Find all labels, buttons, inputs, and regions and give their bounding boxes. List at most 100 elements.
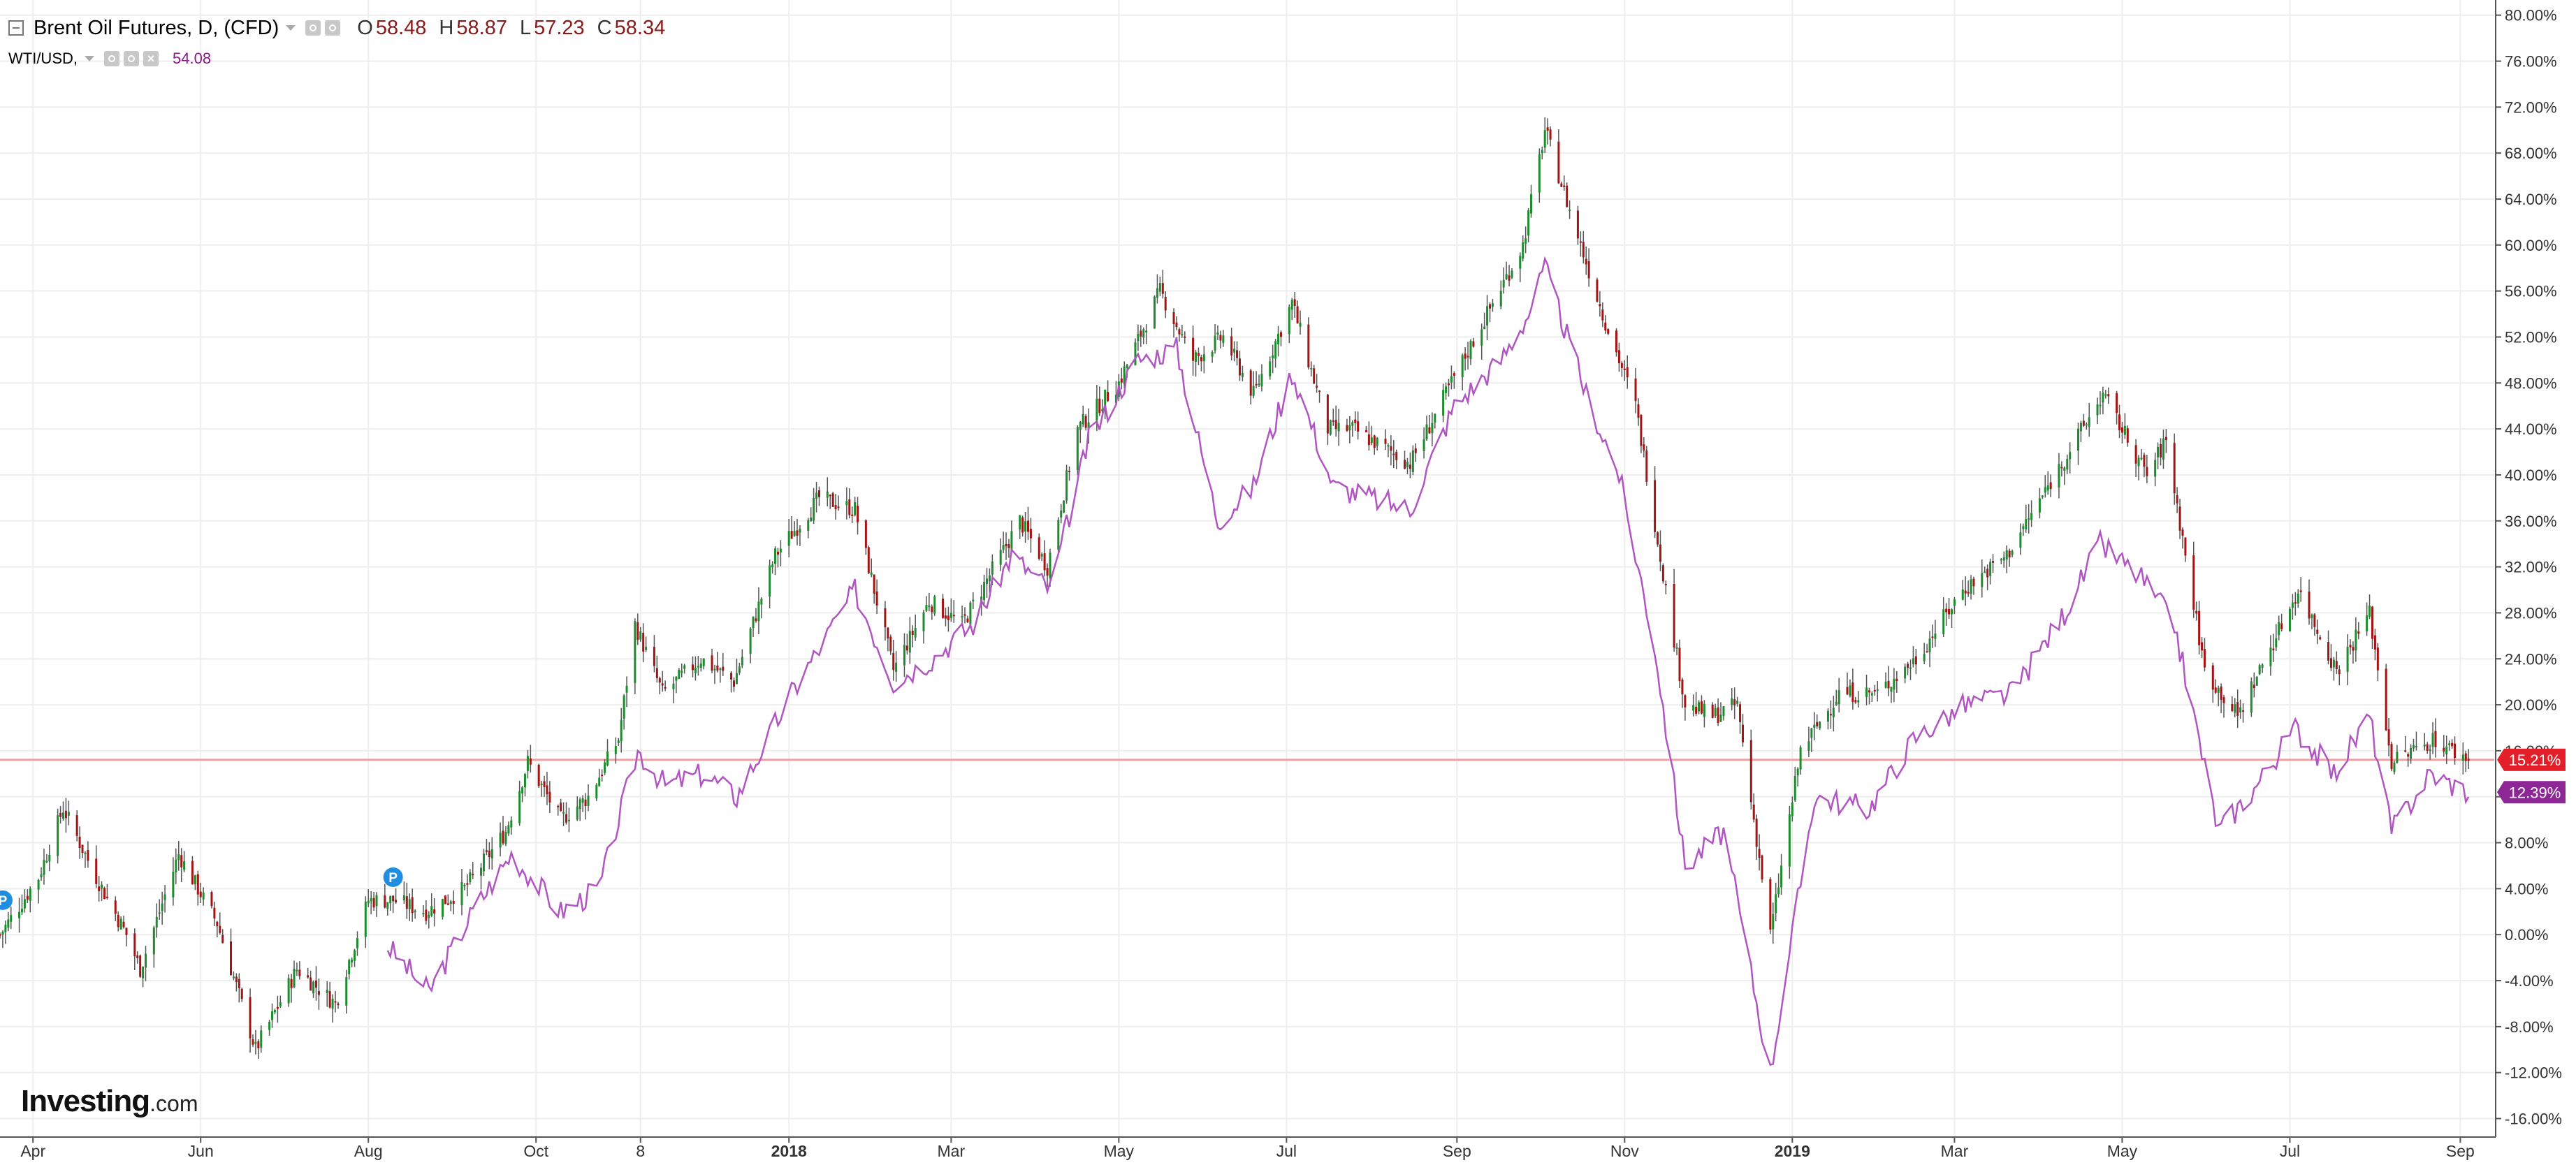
candle-body [271, 1011, 274, 1020]
candle-body [2349, 645, 2352, 647]
candle-body [2236, 702, 2239, 716]
collapse-legend-icon[interactable] [8, 20, 24, 36]
candle-body [469, 872, 472, 882]
main-series-title[interactable]: Brent Oil Futures, D, (CFD) [34, 16, 279, 39]
chevron-down-icon[interactable] [286, 25, 296, 31]
candle-body [1904, 666, 1907, 679]
chevron-down-icon[interactable] [85, 56, 94, 61]
candle-body [683, 665, 686, 669]
candle-body [45, 860, 48, 863]
settings-gear-icon[interactable] [124, 51, 139, 66]
candle-body [1002, 545, 1005, 550]
candle-body [864, 520, 867, 548]
time-axis[interactable]: Apr Jun Aug Oct 8 2018 Mar May Jul Sep Nov 2019 Mar M… [20, 1137, 2475, 1160]
candle-body [2426, 744, 2429, 752]
candle-body [2019, 532, 2022, 548]
candle-body [1172, 312, 1175, 325]
candle-body [1530, 193, 1533, 214]
candle-body [1158, 283, 1161, 292]
candle-body [2088, 417, 2090, 427]
candle-body [799, 529, 801, 533]
candle-body [614, 746, 617, 754]
candle-body [307, 975, 310, 978]
candle-body [1461, 355, 1464, 378]
visibility-icon[interactable] [104, 51, 119, 66]
candle-body [617, 740, 620, 743]
candle-body [2445, 746, 2448, 755]
candle-body [2387, 728, 2390, 746]
candle-body [1711, 704, 1714, 718]
candle-body [1527, 210, 1530, 236]
candle-body [2297, 593, 2299, 604]
candle-body [829, 494, 831, 497]
candle-body [625, 686, 628, 693]
compare-series-title[interactable]: WTI/USD, [8, 50, 78, 67]
candle-body [578, 799, 581, 809]
candle-body [713, 668, 716, 671]
candle-body [1739, 704, 1742, 722]
candle-body [2096, 404, 2099, 416]
candle-body [422, 913, 425, 915]
candle-body [1640, 415, 1643, 446]
event-markers[interactable]: PP [0, 867, 403, 910]
candle-body [26, 895, 29, 900]
candle-body [576, 806, 578, 820]
candle-body [2467, 759, 2470, 761]
candle-body [711, 655, 713, 671]
candle-body [2327, 642, 2330, 661]
candle-body [1197, 353, 1200, 356]
y-tick-label: 32.00% [2505, 559, 2557, 576]
candle-body [2261, 664, 2264, 668]
price-axis[interactable]: -16.00% -12.00% -8.00% -4.00% 0.00% 4.00% 8.00… [2496, 7, 2562, 1128]
candle-body [351, 959, 354, 963]
y-tick-label: 44.00% [2505, 420, 2557, 438]
candle-body [1582, 242, 1585, 258]
candle-body [40, 874, 43, 878]
candle-body [1164, 297, 1167, 311]
settings-gear-icon[interactable] [325, 20, 341, 36]
candle-body [1714, 708, 1717, 716]
candle-body [158, 912, 161, 914]
candle-body [857, 505, 859, 522]
x-tick-label: Nov [1610, 1142, 1639, 1160]
candle-body [2415, 746, 2417, 748]
candle-body [595, 784, 598, 799]
candle-body [760, 599, 763, 605]
x-tick-label: Oct [523, 1142, 548, 1160]
candle-body [23, 899, 26, 909]
main-series-legend[interactable]: Brent Oil Futures, D, (CFD) O 58.48 H 58.8… [8, 14, 665, 42]
candle-body [2431, 733, 2434, 747]
candle-body [2366, 615, 2368, 631]
candle-body [446, 903, 449, 905]
candle-body [2198, 610, 2201, 645]
x-tick-label: 2018 [771, 1142, 807, 1160]
candle-body [2434, 731, 2437, 747]
x-tick-label: Mar [938, 1142, 966, 1160]
visibility-icon[interactable] [305, 20, 321, 36]
candle-body [557, 805, 560, 807]
candle-body [1489, 304, 1492, 309]
last-value-badge [2497, 781, 2566, 804]
candle-body [639, 631, 642, 640]
close-icon[interactable]: × [143, 51, 159, 66]
candle-body [1914, 656, 1917, 665]
y-tick-label: -12.00% [2505, 1064, 2562, 1082]
candle-body [2355, 629, 2357, 651]
candle-body [1826, 710, 1829, 722]
candle-body [29, 888, 31, 901]
candle-body [884, 608, 887, 628]
compare-series-legend[interactable]: WTI/USD, × 54.08 [8, 45, 211, 73]
candle-body [1700, 701, 1703, 714]
candle-body [2308, 591, 2311, 619]
candle-body [623, 695, 625, 719]
candle-body [1563, 185, 1566, 187]
candle-body [2143, 455, 2146, 467]
candle-body [1299, 322, 1302, 327]
candle-body [1813, 724, 1816, 728]
candle-body [1279, 332, 1282, 337]
candle-body [1698, 702, 1701, 712]
candle-body [1354, 419, 1357, 423]
candle-body [925, 605, 928, 611]
candle-body [1953, 599, 1956, 606]
